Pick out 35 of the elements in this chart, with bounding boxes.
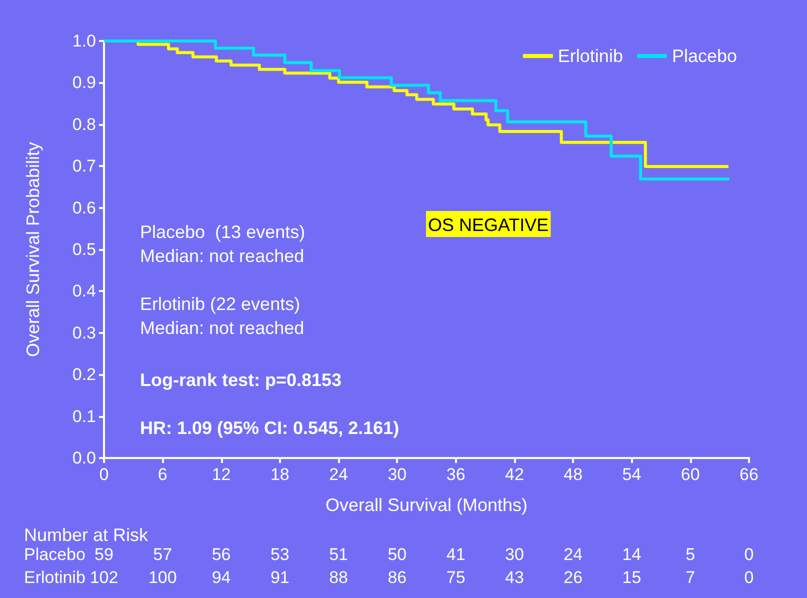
y-tick-label: 0.1 — [72, 406, 96, 426]
y-tick-label: 0.8 — [72, 114, 96, 134]
x-tick-label: 36 — [446, 465, 466, 484]
text: Placebo 59 57 56 53 51 50 41 30 24 14 5 0 — [24, 545, 754, 564]
x-tick-label: 66 — [740, 465, 758, 484]
legend-label: Placebo — [672, 46, 738, 66]
y-axis-title: Overall Survival Probability — [23, 142, 43, 358]
y-tick-label: 0.2 — [72, 365, 96, 384]
x-tick-label: 54 — [622, 465, 642, 484]
y-tick-label: 0.7 — [72, 156, 96, 176]
x-tick-label: 48 — [564, 465, 583, 484]
y-tick-label: 0.4 — [72, 282, 96, 301]
text: Erlotinib 102 100 94 91 88 86 75 43 26 15 7 0 — [24, 568, 754, 587]
annotation: Placebo (13 events) Median: not reached — [140, 222, 306, 266]
x-tick-label: 0 — [99, 465, 109, 484]
y-tick-label: 0.5 — [72, 240, 96, 259]
y-tick-label: 0.9 — [72, 73, 96, 92]
x-tick-label: 60 — [680, 465, 700, 484]
x-tick-label: 30 — [388, 465, 407, 484]
legend-label: Erlotinib — [558, 46, 623, 66]
text: Number at Risk — [24, 525, 150, 545]
x-tick-label: 6 — [158, 465, 168, 484]
x-tick-label: 42 — [504, 465, 524, 484]
x-tick-label: 24 — [329, 465, 348, 484]
y-tick-label: 1.0 — [72, 32, 96, 50]
annotation: Erlotinib (22 events) Median: not reached — [140, 294, 304, 338]
y-tick-label: 0.0 — [72, 448, 96, 468]
annotation: Log-rank test: p=0.8153 — [140, 370, 342, 390]
y-tick-label: 0.3 — [72, 323, 96, 342]
x-axis-title: Overall Survival (Months) — [325, 495, 528, 515]
annotation: HR: 1.09 (95% CI: 0.545, 2.161) — [140, 418, 400, 438]
annotation: OS NEGATIVE — [428, 215, 549, 235]
x-tick-label: 12 — [212, 465, 231, 484]
y-tick-label: 0.6 — [72, 198, 96, 218]
x-tick-label: 18 — [270, 465, 290, 484]
